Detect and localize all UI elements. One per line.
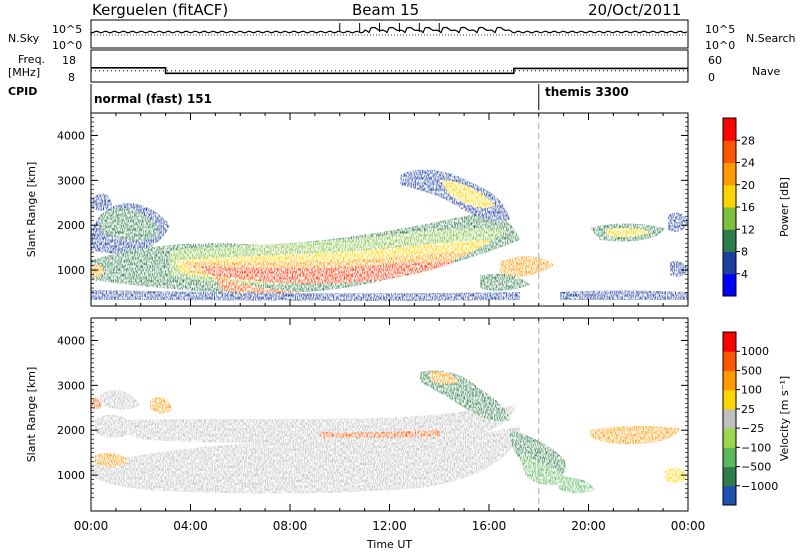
power-colorbar-swatch: [723, 162, 736, 186]
velocity-colorbar-swatch: [723, 466, 736, 487]
beam-title: Beam 15: [352, 1, 420, 19]
power-colorbar-label: Power [dB]: [778, 177, 791, 237]
power-colorbar-tick-label: 24: [741, 157, 755, 170]
power-colorbar-tick-label: 28: [741, 134, 755, 147]
cpid-label: CPID: [8, 85, 38, 98]
power-data: [91, 169, 688, 301]
xtick-label: 04:00: [173, 519, 208, 533]
xaxis-label: Time UT: [366, 538, 412, 551]
velocity-ytick-label: 4000: [57, 334, 85, 347]
power-colorbar-tick-label: 20: [741, 179, 755, 192]
power-colorbar-swatch: [723, 118, 736, 141]
freq-unit-label: [MHz]: [8, 66, 41, 79]
velocity-colorbar-tick-label: 500: [741, 364, 762, 377]
power-colorbar-tick-label: 4: [741, 268, 748, 281]
power-colorbar-swatch: [723, 273, 736, 297]
velocity-colorbar-swatch: [723, 408, 736, 429]
velocity-colorbar-frame: [722, 331, 737, 506]
xtick-label: 08:00: [273, 519, 308, 533]
date-title: 20/Oct/2011: [588, 1, 682, 19]
velocity-colorbar-swatch: [723, 447, 736, 468]
xtick-label: 00:00: [74, 519, 109, 533]
nave-label: Nave: [752, 65, 781, 78]
velocity-colorbar-tick-label: 100: [741, 384, 762, 397]
xtick-label: 16:00: [472, 519, 507, 533]
power-colorbar-swatch: [723, 140, 736, 163]
velocity-colorbar-swatch: [723, 332, 736, 352]
nsky-tick-low: 10^0: [52, 39, 83, 52]
freq-tick-low: 8: [68, 71, 75, 84]
power-colorbar-swatch: [723, 207, 736, 230]
velocity-colorbar-tick-label: 25: [741, 403, 755, 416]
power-colorbar-tick-label: 16: [741, 201, 755, 214]
nave-tick-low: 0: [708, 71, 715, 84]
cpid-mode-normal: normal (fast) 151: [94, 92, 212, 106]
velocity-colorbar-tick-label: −100: [741, 441, 771, 454]
xtick-label: 00:00: [671, 519, 706, 533]
velocity-data: [91, 370, 688, 494]
velocity-colorbar-swatch: [723, 428, 736, 448]
power-colorbar-swatch: [723, 229, 736, 252]
velocity-colorbar-swatch: [723, 370, 736, 391]
velocity-colorbar-swatch: [723, 389, 736, 410]
freq-frame: [90, 49, 689, 83]
velocity-ytick-label: 2000: [57, 424, 85, 437]
power-colorbar-tick-label: 12: [741, 223, 755, 236]
cpid-mode-themis: themis 3300: [545, 85, 629, 99]
velocity-colorbar-tick-label: −1000: [741, 480, 778, 493]
velocity-colorbar-tick-label: −25: [741, 422, 764, 435]
xtick-label: 20:00: [571, 519, 606, 533]
xtick-label: 12:00: [372, 519, 407, 533]
freq-tick-high: 18: [62, 54, 76, 67]
velocity-ytick-label: 3000: [57, 379, 85, 392]
power-colorbar-tick-label: 8: [741, 246, 748, 259]
station-title: Kerguelen (fitACF): [92, 1, 229, 19]
velocity-colorbar-tick-label: 1000: [741, 345, 769, 358]
frequency-trace: [91, 67, 688, 75]
nsky-label: N.Sky: [8, 32, 40, 45]
nsky-frame: [90, 19, 689, 49]
power-ytick-label: 2000: [57, 219, 85, 232]
velocity-ytick-label: 1000: [57, 469, 85, 482]
power-colorbar-swatch: [723, 251, 736, 275]
nsky-trace: [90, 26, 688, 34]
nsearch-label: N.Search: [746, 32, 796, 45]
nsky-tick-high: 10^5: [52, 23, 83, 36]
nsearch-tick-low: 10^0: [705, 39, 736, 52]
velocity-colorbar-tick-label: −500: [741, 461, 771, 474]
velocity-colorbar-swatch: [723, 485, 736, 506]
nave-tick-high: 60: [708, 54, 722, 67]
power-ytick-label: 1000: [57, 264, 85, 277]
power-ytick-label: 4000: [57, 129, 85, 142]
velocity-ylabel: Slant Range [km]: [25, 367, 38, 463]
velocity-colorbar-label: Velocity [m s⁻¹]: [778, 376, 791, 461]
velocity-colorbar-swatch: [723, 351, 736, 371]
power-ylabel: Slant Range [km]: [25, 162, 38, 258]
power-colorbar-swatch: [723, 184, 736, 208]
power-ytick-label: 3000: [57, 174, 85, 187]
nsearch-tick-high: 10^5: [705, 23, 736, 36]
freq-label: Freq.: [18, 53, 46, 66]
